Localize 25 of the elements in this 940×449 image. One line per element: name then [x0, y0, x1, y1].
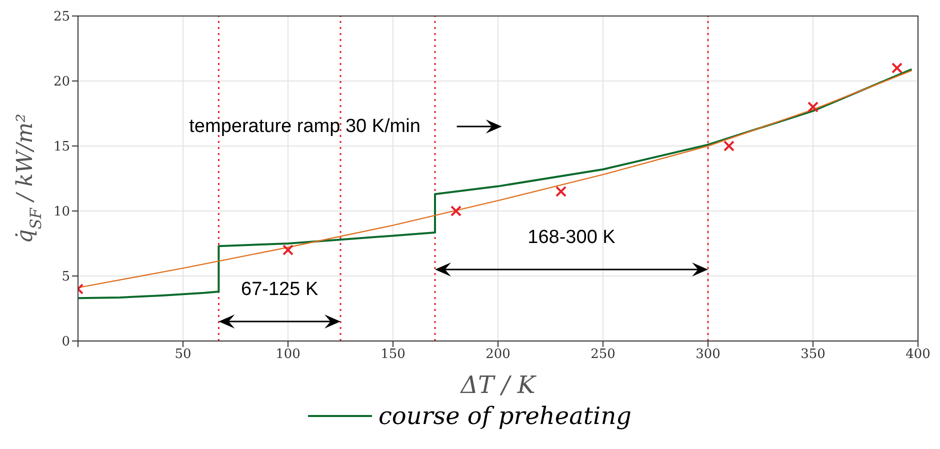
x-tick-label: 350: [800, 347, 826, 362]
point: [808, 102, 818, 112]
y-tick-label: 25: [53, 10, 70, 25]
annotation: 168-300 K: [528, 227, 616, 248]
point: [282, 244, 294, 256]
legend-label: course of preheating: [378, 402, 632, 430]
point: [724, 140, 734, 152]
x-axis-title: ΔT / K: [460, 371, 538, 399]
x-tick-label: 100: [276, 347, 300, 362]
annotation: 67-125 K: [241, 279, 318, 300]
point: [556, 186, 566, 197]
y-tick-label: 0: [62, 334, 70, 350]
point: [892, 62, 902, 74]
y-tick-label: 15: [53, 140, 70, 155]
y-tick-label: 10: [53, 204, 70, 220]
x-tick-label: 300: [696, 347, 720, 362]
x-tick-label: 200: [486, 347, 510, 362]
point: [450, 206, 462, 216]
x-tick-label: 250: [590, 347, 616, 362]
y-tick-label: 5: [62, 270, 70, 285]
annotation: temperature ramp 30 K/min: [189, 116, 420, 137]
y-tick-label: 20: [53, 74, 70, 90]
x-tick-label: 50: [174, 347, 192, 362]
x-tick-label: 150: [380, 347, 406, 362]
x-tick-label: 400: [906, 347, 930, 362]
